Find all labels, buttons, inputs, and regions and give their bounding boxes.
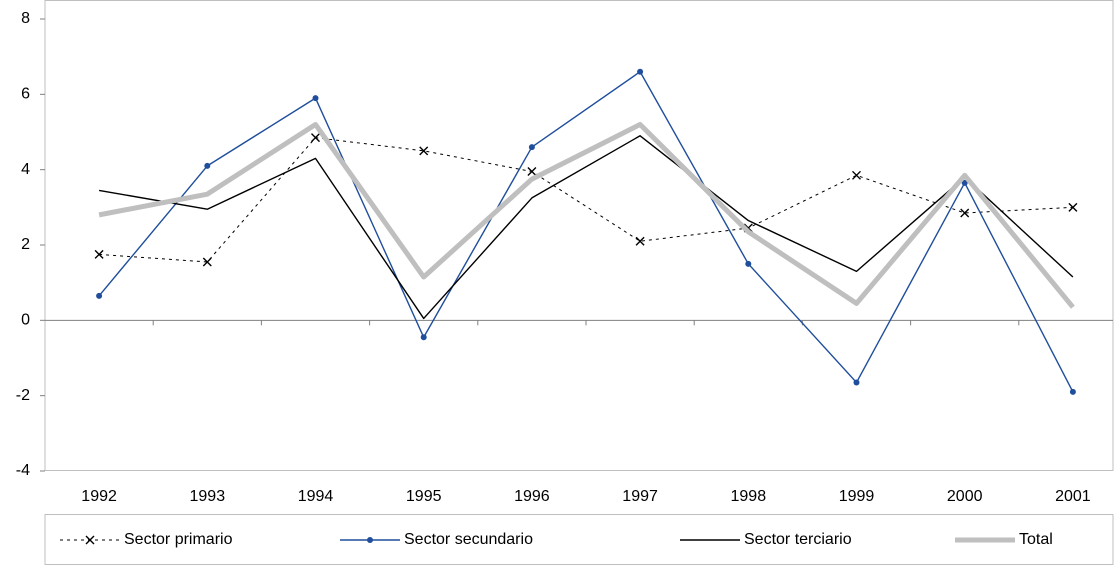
point-marker [202,257,212,267]
x-tick-label: 1997 [622,488,658,505]
legend-marker [85,535,95,545]
point-marker [528,144,535,151]
legend-label: Sector primario [124,531,233,548]
point-marker [204,162,211,169]
point-marker [961,179,968,186]
point-marker [637,68,644,75]
y-tick-label: 8 [21,10,30,27]
point-marker [960,208,970,218]
point-marker [1069,388,1076,395]
point-marker [745,260,752,267]
point-marker [853,379,860,386]
y-tick-label: -4 [16,462,30,479]
point-marker [852,170,861,180]
point-marker [527,167,537,177]
point-marker [419,146,429,156]
point-marker [96,292,103,299]
point-marker [312,95,319,102]
point-marker [311,133,320,143]
x-tick-label: 1996 [514,488,550,505]
x-tick-label: 1999 [839,488,875,505]
legend-label: Total [1019,531,1053,548]
point-marker [420,334,427,341]
x-tick-label: 2000 [947,488,983,505]
y-tick-label: 6 [21,86,30,103]
x-tick-label: 1998 [731,488,767,505]
series-line [98,71,1074,393]
point-marker [635,236,645,246]
series-line [98,121,1075,309]
point-marker [94,249,104,259]
point-marker [1068,202,1078,212]
plot-border [44,0,1114,471]
x-tick-label: 1995 [406,488,442,505]
legend-label: Sector secundario [404,531,533,548]
x-tick-label: 2001 [1055,488,1091,505]
series-line [99,137,1073,263]
x-tick-label: 1992 [81,488,117,505]
y-tick-label: 4 [21,161,30,178]
y-tick-label: -2 [16,387,30,404]
x-tick-label: 1994 [298,488,334,505]
y-tick-label: 2 [21,236,30,253]
series-line [98,135,1074,320]
legend-marker [367,537,373,543]
x-tick-label: 1993 [190,488,226,505]
legend-label: Sector terciario [744,531,852,548]
y-tick-label: 0 [21,312,30,329]
